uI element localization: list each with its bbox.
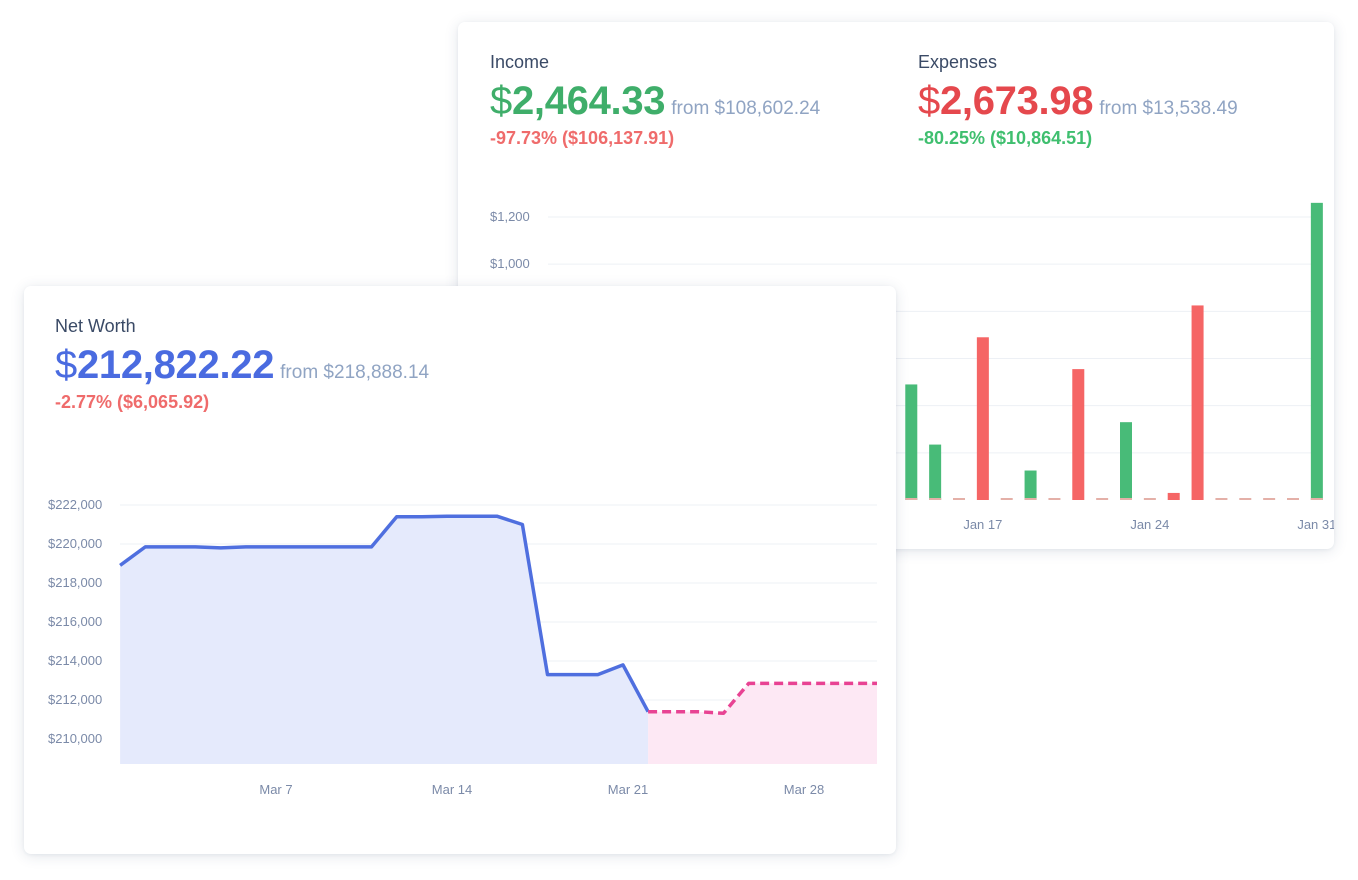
income-amount: 2,464.33 [511,79,666,123]
y-tick-label: $218,000 [48,575,102,590]
expenses-currency: $ [918,79,940,123]
income-metric: Income $2,464.33 from $108,602.24 -97.73%… [490,52,820,149]
net-worth-card: Net Worth $212,822.22 from $218,888.14 -2… [24,286,896,854]
x-tick-label: Jan 31 [1297,517,1334,532]
net-worth-title: Net Worth [55,316,136,336]
y-tick-label: $214,000 [48,653,102,668]
x-tick-label: Mar 28 [784,782,824,797]
income-from: from $108,602.24 [671,98,821,119]
expenses-title: Expenses [918,52,998,72]
x-tick-label: Mar 7 [259,782,292,797]
income-title: Income [490,52,550,72]
income-bar [1024,470,1037,500]
expenses-change: -80.25% ($10,864.51) [918,128,1093,148]
income-bar [1120,422,1132,500]
expense-bar [976,337,989,500]
income-value: $2,464.33 [490,79,666,123]
x-tick-label: Mar 14 [432,782,472,797]
net-worth-from: from $218,888.14 [280,362,430,383]
income-currency: $ [490,79,512,123]
income-bar [1310,202,1323,500]
net-worth-line [119,514,650,713]
expenses-from: from $13,538.49 [1099,98,1238,119]
net-worth-area [120,516,649,764]
income-bar [905,384,918,500]
net-worth-value: $212,822.22 [55,343,274,387]
income-change: -97.73% ($106,137.91) [490,128,675,148]
net-worth-currency: $ [55,343,77,387]
expense-bar [1191,305,1204,500]
y-tick-label: $212,000 [48,692,102,707]
expenses-amount: 2,673.98 [939,79,1094,123]
expenses-metric: Expenses $2,673.98 from $13,538.49 -80.25… [918,52,1238,149]
expenses-value: $2,673.98 [918,79,1094,123]
expense-bar [1072,369,1085,500]
x-tick-label: Mar 21 [608,782,648,797]
y-tick-label: $220,000 [48,536,102,551]
y-tick-label: $1,000 [490,256,530,271]
x-tick-label: Jan 17 [963,517,1002,532]
projection-area [648,683,877,764]
y-tick-label: $222,000 [48,497,102,512]
x-tick-label: Jan 24 [1130,517,1169,532]
net-worth-metric: Net Worth $212,822.22 from $218,888.14 -2… [55,316,429,413]
y-tick-label: $1,200 [490,209,530,224]
income-bar [929,444,942,500]
y-tick-label: $210,000 [48,731,102,746]
y-tick-label: $216,000 [48,614,102,629]
net-worth-amount: 212,822.22 [76,343,275,387]
net-worth-change: -2.77% ($6,065.92) [55,392,210,412]
net-worth-area-chart: $222,000 $220,000 $218,000 $216,000 $214,000… [48,497,877,797]
expense-bar [1167,492,1180,500]
